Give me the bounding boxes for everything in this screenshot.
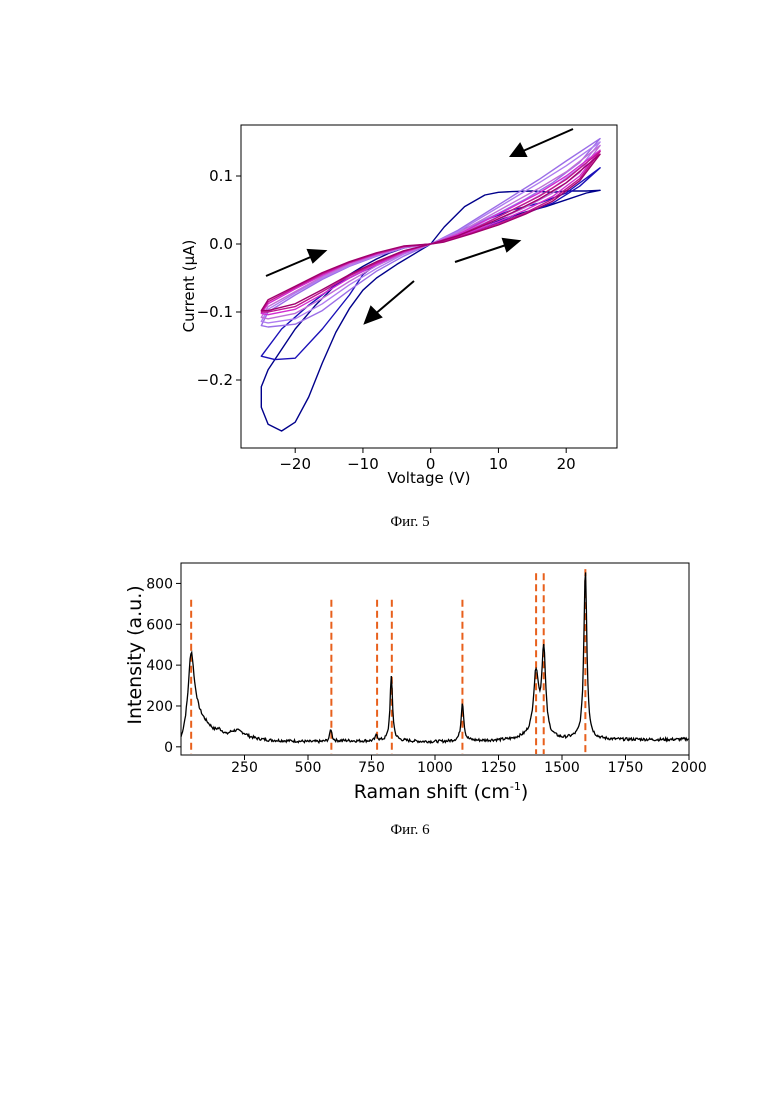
x-tick-label-raman: 1250 — [481, 760, 517, 776]
x-tick-label-raman: 2000 — [671, 760, 707, 776]
x-tick-label: −20 — [279, 455, 311, 473]
y-tick-label: −0.1 — [197, 303, 233, 321]
x-axis-label: Voltage (V) — [388, 469, 471, 487]
x-tick-label: 20 — [557, 455, 576, 473]
x-tick-label-raman: 750 — [358, 760, 385, 776]
iv-curve-6 — [261, 150, 600, 315]
y-tick-label-raman: 400 — [146, 658, 173, 674]
x-tick-label-raman: 500 — [295, 760, 322, 776]
y-axis-label-raman: Intensity (a.u.) — [124, 585, 146, 724]
x-axis-ticks-raman: 250 500 750 1000 1250 1500 1750 2000 — [231, 755, 707, 776]
iv-curve-2 — [261, 168, 600, 360]
figure-5-caption: Фиг. 5 — [350, 514, 470, 531]
arrow-up-right-left — [266, 250, 325, 276]
arrow-down-left-mid — [365, 281, 414, 323]
iv-curve-4 — [261, 142, 600, 323]
iv-curve-7 — [261, 152, 600, 313]
y-axis-ticks-raman: 0 200 400 600 800 — [146, 576, 181, 755]
reference-lines — [191, 569, 585, 754]
y-axis-ticks: −0.2 −0.1 0.0 0.1 — [197, 167, 241, 389]
y-tick-label-raman: 600 — [146, 617, 173, 633]
x-tick-label-raman: 1000 — [417, 760, 453, 776]
y-tick-label: −0.2 — [197, 371, 233, 389]
y-tick-label-raman: 200 — [146, 699, 173, 715]
x-axis-label-raman: Raman shift (cm-1) — [354, 780, 528, 803]
arrow-up-right-right — [455, 239, 519, 262]
y-tick-label-raman: 0 — [164, 740, 173, 756]
x-tick-label-raman: 250 — [231, 760, 258, 776]
x-tick-label-raman: 1750 — [608, 760, 644, 776]
arrow-down-left-top — [511, 129, 573, 156]
figure-6-caption: Фиг. 6 — [350, 822, 470, 839]
y-tick-label: 0.0 — [209, 235, 233, 253]
plot-frame-raman — [181, 563, 689, 755]
iv-curve-8 — [261, 154, 600, 310]
x-tick-label: 10 — [489, 455, 508, 473]
iv-curve-3 — [261, 139, 600, 327]
x-tick-label: −10 — [347, 455, 379, 473]
raman-spectrum-line — [181, 572, 689, 742]
iv-curves — [261, 139, 600, 431]
direction-arrows — [266, 129, 573, 323]
y-axis-label: Current (μA) — [180, 240, 198, 333]
iv-curve-5 — [261, 145, 600, 318]
iv-hysteresis-chart: −20−1001020 −0.2−0.10.00.1 Voltage (V) C… — [0, 0, 780, 520]
y-tick-label: 0.1 — [209, 167, 233, 185]
y-tick-label-raman: 800 — [146, 576, 173, 592]
x-tick-label-raman: 1500 — [544, 760, 580, 776]
iv-curve-1 — [261, 190, 600, 431]
